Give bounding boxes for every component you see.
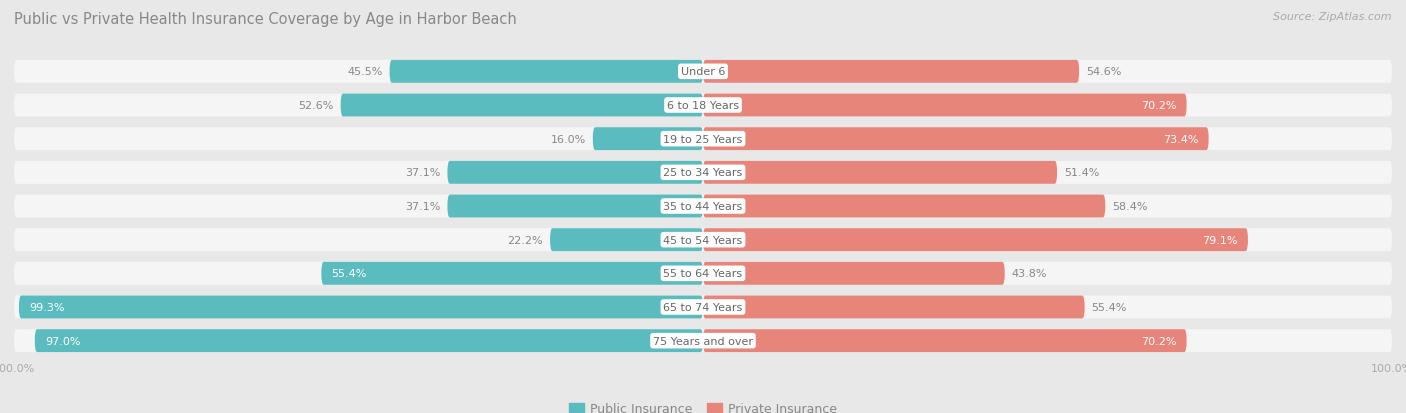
Text: 70.2%: 70.2% xyxy=(1140,101,1177,111)
Text: Under 6: Under 6 xyxy=(681,67,725,77)
Text: 19 to 25 Years: 19 to 25 Years xyxy=(664,134,742,144)
FancyBboxPatch shape xyxy=(703,296,1084,319)
Text: 99.3%: 99.3% xyxy=(30,302,65,312)
Text: 51.4%: 51.4% xyxy=(1064,168,1099,178)
FancyBboxPatch shape xyxy=(703,128,1209,151)
Text: 73.4%: 73.4% xyxy=(1163,134,1198,144)
Text: 97.0%: 97.0% xyxy=(45,336,80,346)
FancyBboxPatch shape xyxy=(14,61,1392,83)
Text: 55.4%: 55.4% xyxy=(1091,302,1128,312)
Legend: Public Insurance, Private Insurance: Public Insurance, Private Insurance xyxy=(564,397,842,413)
FancyBboxPatch shape xyxy=(703,94,1187,117)
Text: 75 Years and over: 75 Years and over xyxy=(652,336,754,346)
FancyBboxPatch shape xyxy=(703,61,1080,83)
FancyBboxPatch shape xyxy=(14,262,1392,285)
FancyBboxPatch shape xyxy=(447,161,703,184)
FancyBboxPatch shape xyxy=(703,229,1249,252)
Text: 55 to 64 Years: 55 to 64 Years xyxy=(664,269,742,279)
Text: Public vs Private Health Insurance Coverage by Age in Harbor Beach: Public vs Private Health Insurance Cover… xyxy=(14,12,517,27)
Text: 52.6%: 52.6% xyxy=(298,101,333,111)
FancyBboxPatch shape xyxy=(35,330,703,352)
FancyBboxPatch shape xyxy=(14,128,1392,151)
FancyBboxPatch shape xyxy=(550,229,703,252)
Text: 37.1%: 37.1% xyxy=(405,202,440,211)
Text: 37.1%: 37.1% xyxy=(405,168,440,178)
FancyBboxPatch shape xyxy=(14,161,1392,184)
FancyBboxPatch shape xyxy=(703,262,1005,285)
Text: 79.1%: 79.1% xyxy=(1202,235,1237,245)
FancyBboxPatch shape xyxy=(447,195,703,218)
FancyBboxPatch shape xyxy=(14,94,1392,117)
Text: 25 to 34 Years: 25 to 34 Years xyxy=(664,168,742,178)
FancyBboxPatch shape xyxy=(14,330,1392,352)
Text: 70.2%: 70.2% xyxy=(1140,336,1177,346)
Text: 22.2%: 22.2% xyxy=(508,235,543,245)
Text: 65 to 74 Years: 65 to 74 Years xyxy=(664,302,742,312)
Text: 35 to 44 Years: 35 to 44 Years xyxy=(664,202,742,211)
Text: 16.0%: 16.0% xyxy=(551,134,586,144)
Text: 54.6%: 54.6% xyxy=(1085,67,1122,77)
Text: 6 to 18 Years: 6 to 18 Years xyxy=(666,101,740,111)
Text: Source: ZipAtlas.com: Source: ZipAtlas.com xyxy=(1274,12,1392,22)
Text: 55.4%: 55.4% xyxy=(332,269,367,279)
Text: 43.8%: 43.8% xyxy=(1012,269,1047,279)
FancyBboxPatch shape xyxy=(703,195,1105,218)
FancyBboxPatch shape xyxy=(14,229,1392,252)
FancyBboxPatch shape xyxy=(703,330,1187,352)
FancyBboxPatch shape xyxy=(322,262,703,285)
FancyBboxPatch shape xyxy=(14,296,1392,319)
FancyBboxPatch shape xyxy=(340,94,703,117)
Text: 58.4%: 58.4% xyxy=(1112,202,1147,211)
FancyBboxPatch shape xyxy=(593,128,703,151)
Text: 45 to 54 Years: 45 to 54 Years xyxy=(664,235,742,245)
FancyBboxPatch shape xyxy=(18,296,703,319)
Text: 45.5%: 45.5% xyxy=(347,67,382,77)
FancyBboxPatch shape xyxy=(703,161,1057,184)
FancyBboxPatch shape xyxy=(14,195,1392,218)
FancyBboxPatch shape xyxy=(389,61,703,83)
